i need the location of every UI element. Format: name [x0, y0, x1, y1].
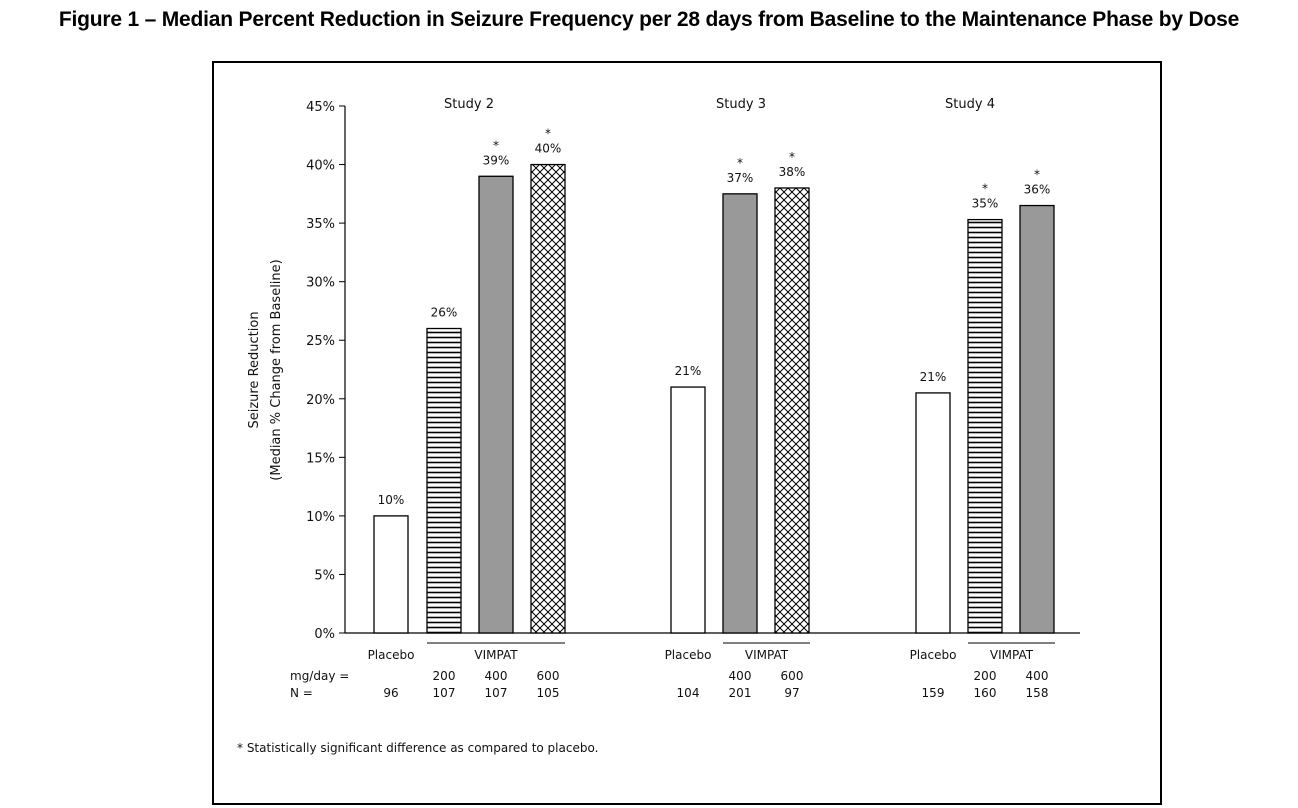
n-label: 97: [784, 686, 799, 700]
group-label: VIMPAT: [990, 648, 1034, 662]
category-label: Placebo: [910, 648, 957, 662]
significance-marker: *: [1034, 168, 1040, 182]
study-title: Study 3: [716, 97, 766, 112]
data-label: 39%: [483, 153, 510, 167]
bar: [967, 218, 1003, 634]
bar: [478, 175, 514, 634]
group-label: VIMPAT: [745, 648, 789, 662]
figure-title: Figure 1 – Median Percent Reduction in S…: [58, 8, 1240, 31]
data-label: 10%: [378, 493, 405, 507]
study-title: Study 2: [444, 97, 494, 112]
bar: [915, 392, 951, 634]
data-label: 26%: [431, 306, 458, 320]
significance-marker: *: [493, 138, 499, 152]
bar: [670, 386, 706, 634]
bar: [530, 163, 566, 634]
group-label: VIMPAT: [474, 648, 518, 662]
y-axis-label-line2: (Median % Change from Baseline): [269, 259, 284, 480]
significance-marker: *: [545, 127, 551, 141]
y-tick-label: 20%: [306, 393, 335, 408]
y-tick-label: 35%: [306, 217, 335, 232]
y-tick-label: 10%: [306, 510, 335, 525]
data-label: 38%: [779, 165, 806, 179]
chart-frame: [212, 61, 1162, 805]
dose-row-label: mg/day =: [290, 669, 349, 683]
data-label: 35%: [972, 197, 999, 211]
bar: [722, 193, 758, 634]
n-label: 160: [974, 686, 997, 700]
dose-label: 400: [729, 669, 752, 683]
footnote: * Statistically significant difference a…: [237, 741, 598, 755]
n-row-label: N =: [290, 686, 313, 700]
y-tick-label: 40%: [306, 159, 335, 174]
n-label: 201: [729, 686, 752, 700]
significance-marker: *: [737, 156, 743, 170]
n-label: 107: [433, 686, 456, 700]
significance-marker: *: [982, 182, 988, 196]
study-title: Study 4: [945, 97, 995, 112]
bar: [1019, 204, 1055, 634]
data-label: 21%: [675, 364, 702, 378]
data-label: 40%: [535, 142, 562, 156]
category-label: Placebo: [368, 648, 415, 662]
y-tick-label: 5%: [314, 568, 335, 583]
y-tick-label: 15%: [306, 451, 335, 466]
bar: [774, 187, 810, 634]
data-label: 37%: [727, 171, 754, 185]
dose-label: 200: [974, 669, 997, 683]
y-tick-label: 25%: [306, 334, 335, 349]
n-label: 158: [1026, 686, 1049, 700]
dose-label: 400: [1026, 669, 1049, 683]
y-tick-label: 45%: [306, 100, 335, 115]
n-label: 104: [677, 686, 700, 700]
n-label: 105: [537, 686, 560, 700]
dose-label: 600: [781, 669, 804, 683]
bar: [426, 327, 462, 634]
dose-label: 400: [485, 669, 508, 683]
significance-marker: *: [789, 150, 795, 164]
n-label: 96: [383, 686, 398, 700]
n-label: 159: [922, 686, 945, 700]
bar: [373, 515, 409, 634]
y-tick-label: 30%: [306, 276, 335, 291]
n-label: 107: [485, 686, 508, 700]
y-tick-label: 0%: [314, 627, 335, 642]
data-label: 36%: [1024, 183, 1051, 197]
y-axis-label-line1: Seizure Reduction: [247, 311, 262, 428]
category-label: Placebo: [665, 648, 712, 662]
data-label: 21%: [920, 370, 947, 384]
dose-label: 600: [537, 669, 560, 683]
dose-label: 200: [433, 669, 456, 683]
